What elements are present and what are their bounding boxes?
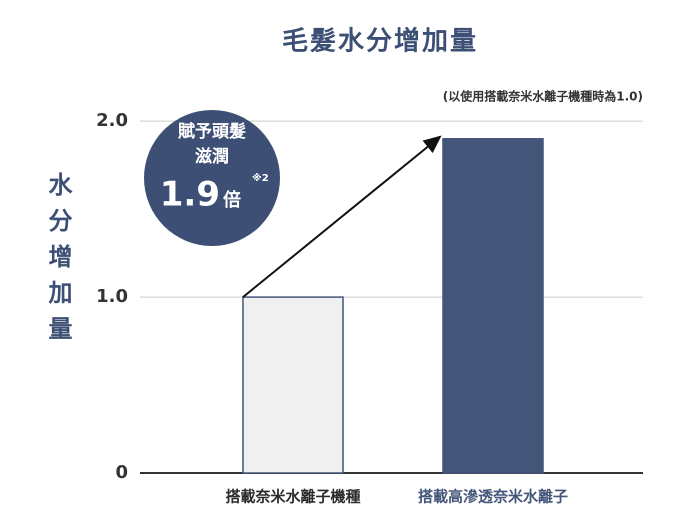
- badge-text: 賦予頭髮: [178, 122, 246, 142]
- badge-circle: [144, 110, 280, 246]
- x-tick-label: 搭載高滲透奈米水離子: [418, 488, 568, 506]
- chart-title: 毛髮水分增加量: [282, 26, 478, 57]
- y-tick-label: 0: [115, 462, 128, 483]
- y-tick-label: 1.0: [96, 286, 128, 307]
- bar: [442, 138, 544, 474]
- arrow: [242, 135, 442, 298]
- badge-value: 1.9: [160, 175, 220, 215]
- badge-text: 滋潤: [195, 146, 229, 167]
- x-tick-label: 搭載奈米水離子機種: [225, 488, 360, 506]
- badge-note: ※2: [252, 172, 269, 184]
- badge-unit: 倍: [223, 189, 241, 211]
- bar: [242, 296, 344, 474]
- y-axis-label: 水分增加量: [44, 172, 72, 352]
- y-tick-label: 2.0: [96, 110, 128, 131]
- chart-subtitle: (以使用搭載奈米水離子機種時為1.0): [443, 89, 643, 104]
